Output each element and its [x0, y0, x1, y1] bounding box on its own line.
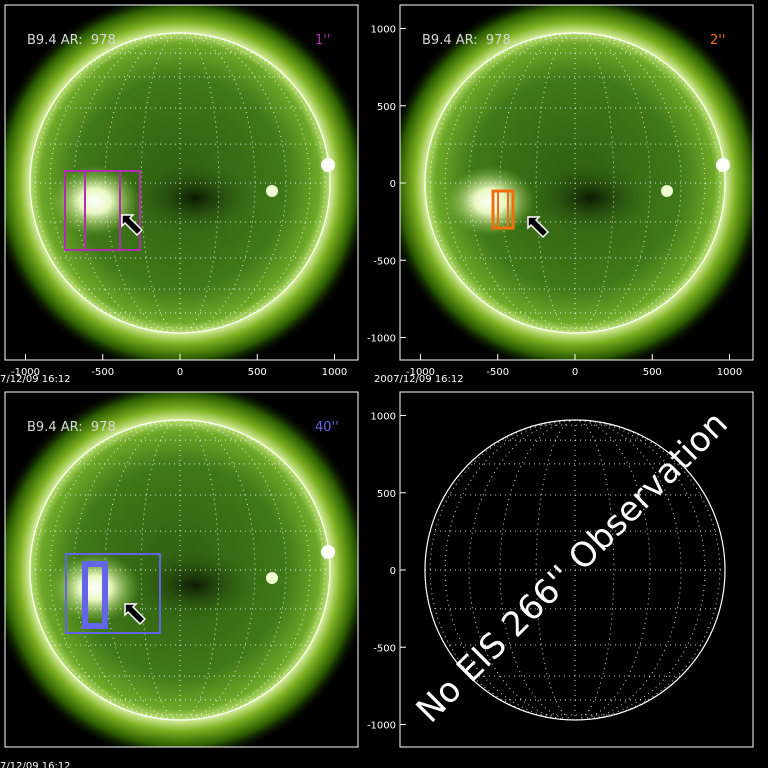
meridian [535, 419, 576, 721]
meridian [574, 32, 706, 334]
x-tick-label: -500 [91, 367, 114, 378]
panel-image [5, 5, 358, 360]
meridian [179, 419, 311, 721]
active-region [50, 553, 140, 623]
y-tick-label: -500 [373, 643, 396, 654]
y-tick-label: 1000 [371, 412, 396, 423]
x-tick-label: 500 [248, 367, 267, 378]
meridian [140, 32, 181, 334]
meridian [574, 32, 615, 334]
arrow [527, 216, 550, 239]
coronal-hole [135, 163, 255, 233]
panel-image [424, 419, 726, 721]
y-tick-label: -1000 [367, 721, 396, 732]
coordinate-grid [425, 32, 725, 334]
limb [424, 419, 726, 721]
slit-box [65, 553, 161, 634]
x-tick-label: 0 [572, 367, 578, 378]
y-tick-label: -1000 [367, 334, 396, 345]
panel: -1000 -500 0 500 1000 1000 500 0 -500 -1000 B9.4 A… [367, 4, 754, 385]
meridian [535, 32, 576, 334]
limb [29, 419, 331, 721]
frame [4, 391, 359, 748]
x-tick-label: 0 [177, 367, 183, 378]
timestamp: 7/12/09 16:12 [0, 374, 71, 385]
timestamp: 7/12/09 16:12 [0, 761, 71, 768]
x-tick-label: 500 [643, 367, 662, 378]
y-tick-label: 0 [390, 566, 396, 577]
x-tick-label: -500 [486, 367, 509, 378]
slit-box [82, 561, 108, 629]
y-tick-label: 500 [377, 489, 396, 500]
region-label: B9.4 AR: 978 [27, 33, 116, 48]
slit-box [497, 190, 509, 229]
coordinate-grid [425, 419, 725, 721]
region-label: B9.4 AR: 978 [422, 33, 511, 48]
timestamp: 2007/12/09 16:12 [374, 374, 464, 385]
slit-box [84, 170, 121, 251]
coronal-hole [530, 163, 650, 233]
x-tick-label: 1000 [322, 367, 347, 378]
active-region [50, 166, 140, 236]
panel: -1000 -500 0 500 1000 B9.4 AR: 978 1'' 7/12/09 … [0, 4, 359, 385]
slit-label: 40'' [315, 420, 339, 435]
meridian [179, 419, 220, 721]
coronal-hole [135, 550, 255, 620]
slit-label: 1'' [315, 33, 330, 48]
panel-image [5, 392, 358, 747]
x-tick-label: -1000 [406, 367, 435, 378]
limb-brightening [321, 545, 335, 559]
slit-label: 2'' [710, 33, 725, 48]
meridian [179, 32, 220, 334]
coordinate-grid [30, 419, 330, 721]
meridian [140, 419, 181, 721]
arrow [121, 214, 144, 237]
y-tick-label: 1000 [371, 25, 396, 36]
y-tick-label: -500 [373, 256, 396, 267]
arrow [124, 603, 147, 626]
meridian [574, 419, 706, 721]
coordinate-grid [30, 32, 330, 334]
x-tick-label: -1000 [11, 367, 40, 378]
limb [29, 32, 331, 334]
meridian [574, 419, 615, 721]
limb-brightening [716, 158, 730, 172]
panel: B9.4 AR: 978 40'' 7/12/09 16:12 [0, 391, 359, 768]
annotation: No EIS 266'' Observation [409, 404, 736, 731]
panel: 1000 500 0 -500 -1000 No EIS 266'' Observatio… [367, 391, 754, 748]
region-label: B9.4 AR: 978 [27, 420, 116, 435]
limb [424, 32, 726, 334]
y-tick-label: 0 [390, 179, 396, 190]
y-tick-label: 500 [377, 102, 396, 113]
bright-point [266, 185, 278, 197]
limb-brightening [321, 158, 335, 172]
active-region [445, 166, 535, 236]
bright-point [661, 185, 673, 197]
meridian [179, 32, 311, 334]
x-tick-label: 1000 [717, 367, 742, 378]
bright-point [266, 572, 278, 584]
frame [4, 4, 359, 361]
panel-image [400, 5, 753, 360]
